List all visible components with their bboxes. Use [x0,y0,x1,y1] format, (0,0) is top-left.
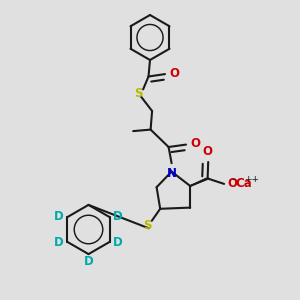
Text: D: D [84,255,93,268]
Text: ++: ++ [244,175,259,184]
Text: D: D [54,209,64,223]
Text: N: N [167,167,177,180]
Text: -: - [232,174,236,184]
Text: O: O [190,137,200,150]
Text: D: D [54,236,64,250]
Text: O: O [169,67,179,80]
Text: Ca: Ca [236,177,252,190]
Text: D: D [113,209,123,223]
Text: D: D [113,236,123,250]
Polygon shape [190,178,209,186]
Text: S: S [143,218,152,232]
Text: O: O [227,177,237,190]
Text: O: O [202,145,213,158]
Text: S: S [134,86,143,100]
